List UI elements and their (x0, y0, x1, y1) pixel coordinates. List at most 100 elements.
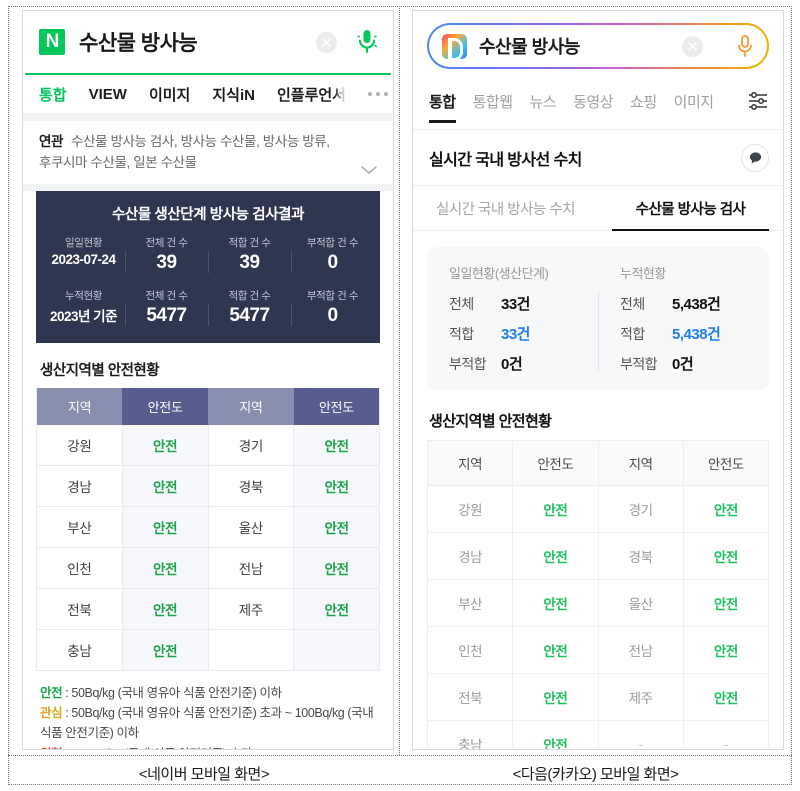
stat-value: 5,438건 (672, 296, 721, 313)
stat-key: 전체 (620, 296, 645, 312)
cell-region: 울산 (598, 579, 684, 627)
tab-지식in[interactable]: 지식iN (212, 86, 255, 104)
stat-col-title: 누적현황 (620, 263, 769, 282)
cell-safety-empty (293, 629, 380, 671)
cell-safety: 안전 (512, 532, 599, 580)
stat-line: 적합 5,438건 (620, 323, 769, 344)
more-dots-icon[interactable] (367, 92, 393, 96)
daum-search-inner[interactable]: 수산물 방사능 (429, 25, 767, 67)
stat-value: 39 (156, 251, 177, 273)
stat-key: 적합 (620, 326, 645, 342)
naver-search-bar[interactable]: N 수산물 방사능 (23, 11, 393, 73)
stat-label: 적합 건 수 (228, 289, 271, 302)
table-row: 충남 안전 - - (427, 720, 769, 750)
cell-safety: 안전 (512, 626, 599, 674)
naver-inspection-card: 수산물 생산단계 방사능 검사결과 일일현황 2023-07-24 전체 건 수… (36, 190, 380, 343)
daum-stat-col-daily: 일일현황(생산단계) 전체 33건 적합 33건 부적합 0건 (427, 263, 598, 374)
tab-뉴스[interactable]: 뉴스 (529, 93, 557, 111)
stat-label: 누적현황 (64, 289, 103, 302)
cell-safety-dash: - (723, 736, 729, 750)
table-header-row: 지역 안전도 지역 안전도 (36, 387, 380, 425)
cell-region: 부산 (427, 579, 514, 627)
tab-이미지[interactable]: 이미지 (148, 86, 191, 104)
table-row: 경남 안전 경북 안전 (427, 532, 769, 580)
daum-tab-bar: 통합 통합웹 뉴스 동영상 쇼핑 이미지 (413, 79, 783, 123)
legend-text-safe: : 50Bq/kg (국내 영유아 식품 안전기준) 이하 (62, 685, 282, 700)
cell-safety: 안전 (683, 579, 769, 627)
table-row: 부산 안전 울산 안전 (427, 579, 769, 627)
cell-region: 강원 (36, 424, 123, 466)
stat-key: 전체 (449, 296, 474, 312)
cell-safety: 안전 (293, 547, 380, 589)
clear-x-icon[interactable] (682, 35, 703, 57)
stat-value: 39 (239, 251, 260, 273)
microphone-icon[interactable] (735, 34, 755, 59)
cell-region: 경북 (598, 532, 684, 580)
caption-divider (8, 755, 792, 756)
naver-region-table-title: 생산지역별 안전현황 (40, 362, 160, 379)
tab-통합[interactable]: 통합 (39, 86, 67, 104)
legend-item-safe: 안전 : 50Bq/kg (국내 영유아 식품 안전기준) 이하 (40, 683, 376, 703)
cell-region: 충남 (36, 629, 123, 671)
stat-value: 33건 (501, 326, 531, 343)
table-row: 인천 안전 전남 안전 (427, 626, 769, 674)
daum-search-wrap: 수산물 방사능 (413, 11, 783, 79)
daum-tab-rule (413, 129, 783, 130)
cell-region: 강원 (427, 485, 514, 533)
cell-region: 제주 (598, 673, 684, 721)
cell-safety: 안전 (512, 579, 599, 627)
tab-인플루언서[interactable]: 인플루언서 (277, 79, 351, 106)
microphone-icon[interactable] (355, 28, 379, 56)
subtab-seafood-inspection[interactable]: 수산물 방사능 검사 (598, 186, 783, 231)
tab-통합[interactable]: 통합 (429, 91, 456, 123)
legend-tag-danger: 위험 (40, 747, 63, 749)
daum-search-input[interactable]: 수산물 방사능 (479, 37, 580, 57)
related-line-1: 연관 수산물 방사능 검사, 방사능 수산물, 방사능 방류, (39, 132, 377, 153)
stat-value: 5477 (146, 304, 187, 326)
tab-통합웹[interactable]: 통합웹 (472, 93, 513, 111)
tab-이미지[interactable]: 이미지 (673, 93, 714, 111)
clear-x-icon[interactable] (316, 31, 337, 53)
stat-value: 0건 (501, 356, 523, 373)
naver-search-input[interactable]: 수산물 방사능 (79, 32, 198, 55)
naver-gap-band (23, 113, 393, 121)
cell-safety: 안전 (683, 673, 769, 721)
col-header-safety-1: 안전도 (512, 440, 599, 486)
col-header-safety-2: 안전도 (293, 387, 380, 425)
stat-label: 전체 건 수 (145, 289, 188, 302)
cell-safety: 안전 (512, 673, 599, 721)
naver-related-searches[interactable]: 연관 수산물 방사능 검사, 방사능 수산물, 방사능 방류, 후쿠시마 수산물,… (23, 121, 393, 184)
tab-동영상[interactable]: 동영상 (573, 93, 614, 111)
stat-label: 일일현황 (64, 236, 103, 249)
cell-safety: 안전 (122, 506, 209, 548)
chat-bubble-icon[interactable] (741, 144, 769, 172)
filter-sliders-icon[interactable] (747, 90, 769, 112)
table-row: 전북 안전 제주 안전 (427, 673, 769, 721)
daum-search-bar[interactable]: 수산물 방사능 (427, 23, 769, 69)
col-header-safety-2: 안전도 (683, 440, 769, 486)
cell-region: 전남 (598, 626, 684, 674)
cell-safety: 안전 (293, 506, 380, 548)
naver-accent-underline (25, 73, 391, 75)
daum-region-table-title: 생산지역별 안전현황 (429, 413, 552, 430)
daum-section-header: 실시간 국내 방사선 수치 (413, 130, 783, 185)
tab-view[interactable]: VIEW (88, 85, 127, 103)
naver-tab-bar: 통합 VIEW 이미지 지식iN 인플루언서 (23, 75, 393, 113)
cell-safety: 안전 (293, 465, 380, 507)
stat-cell: 일일현황 2023-07-24 (42, 235, 125, 274)
stat-key: 부적합 (449, 356, 487, 372)
col-header-region-2: 지역 (208, 387, 294, 425)
table-row: 강원 안전 경기 안전 (427, 485, 769, 533)
cell-safety: 안전 (683, 626, 769, 674)
caption-naver: <네이버 모바일 화면> (138, 765, 270, 783)
subtab-realtime-radiation[interactable]: 실시간 국내 방사능 수치 (436, 202, 576, 218)
stat-value: 0 (327, 251, 338, 273)
daum-logo-icon (442, 33, 467, 61)
cell-safety: 안전 (122, 424, 209, 466)
stat-col-title-sub: (생산단계) (494, 266, 549, 281)
cell-safety: 안전 (683, 532, 769, 580)
tab-쇼핑[interactable]: 쇼핑 (630, 93, 657, 111)
stat-col-title-main: 누적현황 (620, 266, 666, 281)
chevron-down-icon[interactable] (359, 160, 379, 174)
cell-region: 경남 (427, 532, 514, 580)
